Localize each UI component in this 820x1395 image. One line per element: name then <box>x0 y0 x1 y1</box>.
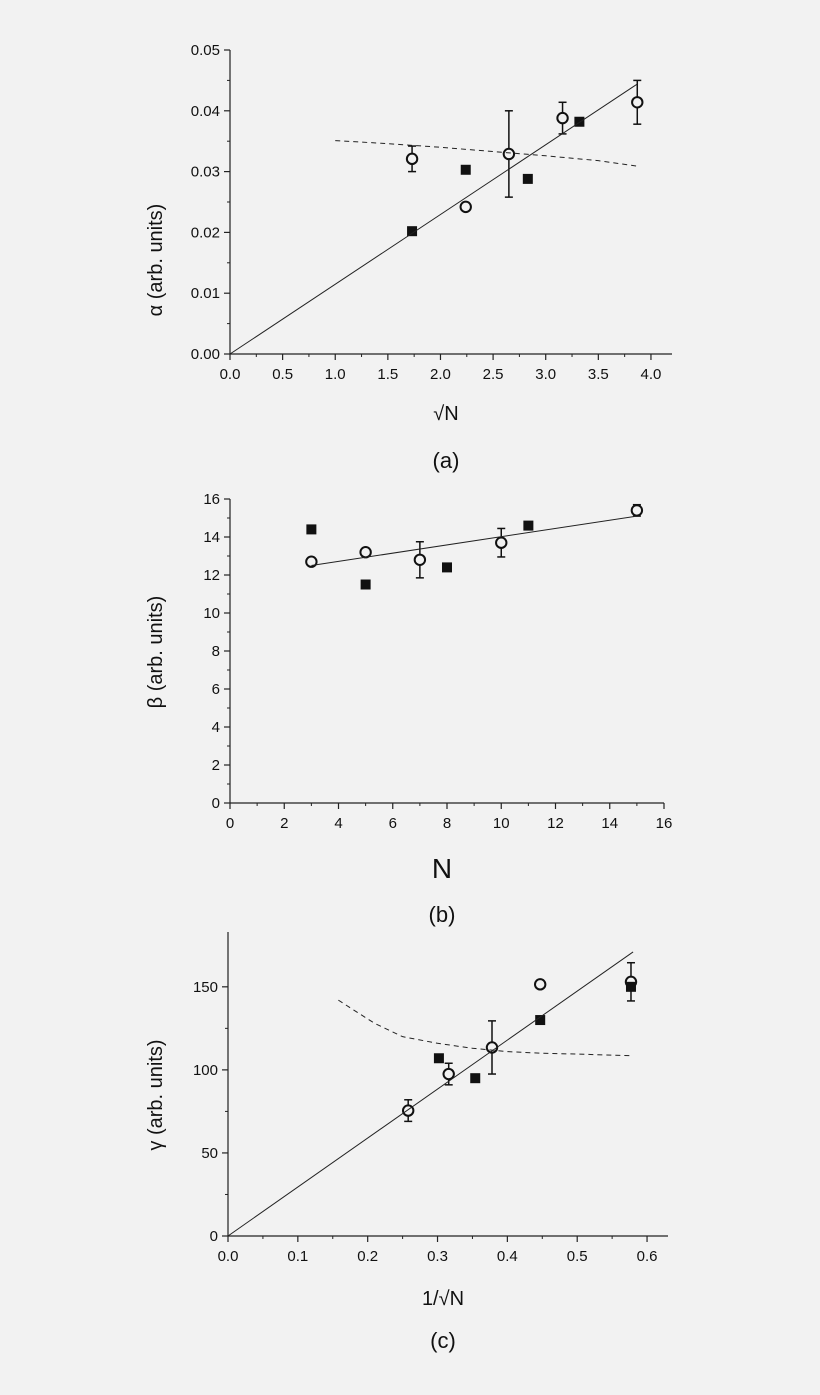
y-tick-label: 50 <box>201 1145 218 1162</box>
x-tick-label: 0.0 <box>218 1248 239 1265</box>
x-axis-label: N <box>432 853 452 884</box>
panel-label: (b) <box>429 902 456 927</box>
y-tick-label: 16 <box>203 491 220 508</box>
linear-fit-line <box>229 83 638 355</box>
data-point-square <box>360 579 371 590</box>
data-point-circle <box>442 1067 455 1081</box>
data-point-circle <box>502 147 516 161</box>
panel-label: (a) <box>433 448 460 473</box>
y-tick-label: 0.02 <box>191 224 220 241</box>
x-tick-label: 4.0 <box>641 366 662 383</box>
x-tick-label: 3.5 <box>588 366 609 383</box>
y-tick-label: 0.05 <box>191 42 220 59</box>
data-point-square <box>535 1015 546 1026</box>
x-tick-label: 2.5 <box>483 366 504 383</box>
data-point-circle <box>305 555 318 568</box>
dashed-model-curve <box>338 999 634 1057</box>
data-point-circle <box>495 536 508 549</box>
x-tick-label: 2.0 <box>430 366 451 383</box>
dashed-model-curve <box>335 140 638 167</box>
x-tick-label: 1.0 <box>325 366 346 383</box>
x-tick-label: 0.4 <box>497 1248 518 1265</box>
y-tick-label: 0.00 <box>191 346 220 363</box>
x-tick-label: 6 <box>389 815 397 832</box>
x-axis-label: 1/√N <box>422 1288 464 1310</box>
data-point-square <box>625 981 636 992</box>
y-tick-label: 2 <box>212 757 220 774</box>
y-tick-label: 14 <box>203 529 220 546</box>
y-axis-label: β (arb. units) <box>145 596 167 709</box>
y-axis-label: γ (arb. units) <box>145 1039 167 1150</box>
x-tick-label: 2 <box>280 815 288 832</box>
data-point-square <box>522 173 533 184</box>
data-point-square <box>433 1053 444 1064</box>
linear-fit-line <box>311 515 637 566</box>
x-tick-label: 0.5 <box>567 1248 588 1265</box>
y-tick-label: 0.04 <box>191 103 220 120</box>
data-point-square <box>470 1073 481 1084</box>
data-point-circle <box>630 504 644 517</box>
x-tick-label: 0.0 <box>220 366 241 383</box>
y-tick-label: 6 <box>212 681 220 698</box>
y-tick-label: 150 <box>193 979 218 996</box>
y-axis-label: α (arb. units) <box>145 204 167 317</box>
panel-label: (c) <box>430 1328 456 1353</box>
y-tick-label: 0.01 <box>191 285 220 302</box>
x-axis-label: √N <box>433 403 458 425</box>
data-point-square <box>442 562 452 573</box>
x-tick-label: 0.3 <box>427 1248 448 1265</box>
x-tick-label: 16 <box>656 815 673 832</box>
linear-fit-line <box>227 951 634 1237</box>
panel-c: 0.0 0.1 0.2 0.3 0.4 0.5 0.6 0 50 100 150 1/√N γ (arb… <box>145 932 668 1353</box>
x-tick-label: 0.6 <box>637 1248 658 1265</box>
x-tick-label: 0 <box>226 815 234 832</box>
data-point-circle <box>459 200 472 214</box>
data-point-square <box>574 116 585 127</box>
x-tick-label: 0.1 <box>287 1248 308 1265</box>
panel-a: 0.0 0.5 1.0 1.5 2.0 2.5 3.0 3.5 4.0 0.00 0.01 0.02 0… <box>145 42 672 473</box>
data-point-square <box>306 524 317 535</box>
y-tick-label: 10 <box>203 605 220 622</box>
y-tick-label: 100 <box>193 1062 218 1079</box>
data-point-square <box>460 164 471 175</box>
x-tick-label: 14 <box>601 815 618 832</box>
y-tick-label: 0.03 <box>191 164 220 181</box>
x-tick-label: 0.2 <box>357 1248 378 1265</box>
y-tick-label: 4 <box>212 719 220 736</box>
y-tick-label: 12 <box>203 567 220 584</box>
data-point-circle <box>533 978 547 991</box>
x-tick-label: 0.5 <box>272 366 293 383</box>
data-point-circle <box>413 553 427 566</box>
data-point-circle <box>405 152 419 166</box>
x-tick-label: 3.0 <box>535 366 556 383</box>
y-tick-label: 8 <box>212 643 220 660</box>
data-point-square <box>523 520 534 531</box>
y-tick-label: 0 <box>212 795 220 812</box>
data-point-circle <box>556 111 569 125</box>
x-tick-label: 1.5 <box>377 366 398 383</box>
x-tick-label: 4 <box>334 815 342 832</box>
data-point-square <box>407 226 418 237</box>
x-tick-label: 10 <box>493 815 510 832</box>
data-point-circle <box>631 96 644 109</box>
y-tick-label: 0 <box>210 1228 218 1245</box>
panel-b: 0 2 4 6 8 10 12 14 16 0 2 4 6 8 10 12 14 16 Nβ (arb. units… <box>145 491 672 927</box>
data-point-circle <box>359 546 372 559</box>
x-tick-label: 8 <box>443 815 451 832</box>
x-tick-label: 12 <box>547 815 564 832</box>
